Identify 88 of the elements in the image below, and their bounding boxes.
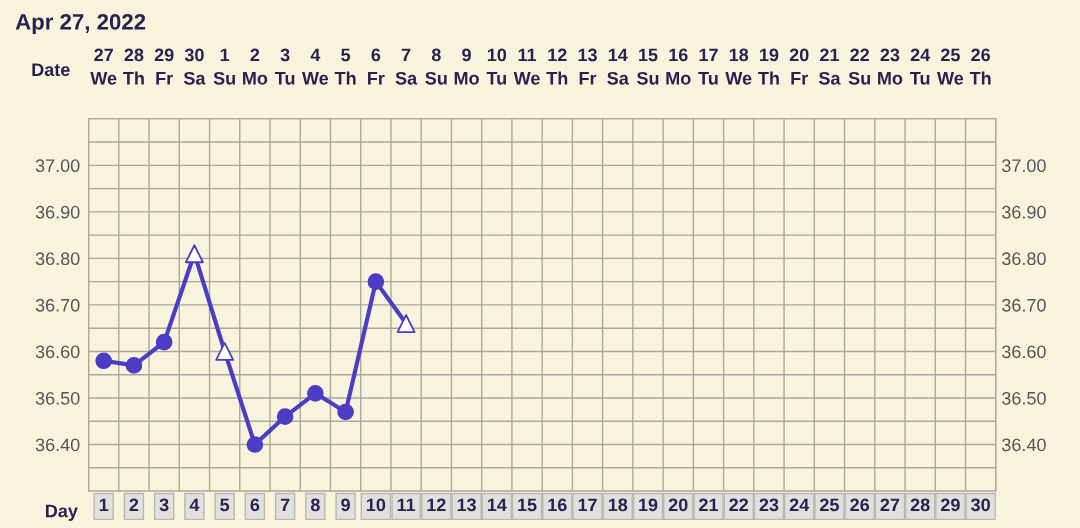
x-axis-title: Day bbox=[45, 504, 78, 521]
point bbox=[215, 342, 235, 361]
text: 18 We bbox=[725, 48, 752, 85]
y2-tick-label: 37.00 bbox=[1002, 159, 1046, 173]
x-tick-label: 15 bbox=[518, 498, 537, 512]
text: 14 Sa bbox=[607, 48, 629, 85]
y2-tick-label: 36.70 bbox=[1002, 298, 1046, 312]
point bbox=[396, 314, 416, 333]
text: 3 Tu bbox=[274, 48, 295, 85]
x-tick-label: 1 bbox=[99, 498, 109, 512]
y-tick-label: 36.60 bbox=[35, 345, 80, 359]
text: 6 Fr bbox=[368, 48, 385, 85]
y2-tick-label: 36.40 bbox=[1002, 438, 1046, 452]
x-tick-label: 26 bbox=[850, 498, 870, 512]
x-tick-label: 2 bbox=[129, 498, 139, 512]
text: 20 Fr bbox=[789, 48, 809, 85]
x-tick-label: 9 bbox=[341, 498, 350, 512]
text: 16 Mo bbox=[666, 48, 691, 85]
point bbox=[367, 273, 385, 290]
point bbox=[95, 352, 112, 370]
text: 24 Tu bbox=[910, 48, 931, 85]
text: 15 Su bbox=[636, 48, 659, 85]
x-tick-label: 24 bbox=[789, 498, 810, 512]
y-tick-label: 36.50 bbox=[35, 391, 80, 405]
text: 22 Su bbox=[848, 48, 871, 85]
text: 26 Th bbox=[969, 48, 991, 85]
text: 7 Sa bbox=[395, 48, 418, 85]
text: 12 Th bbox=[546, 48, 568, 85]
point bbox=[246, 436, 264, 453]
text: 23 Mo bbox=[878, 48, 903, 85]
x-tick-label: 12 bbox=[427, 498, 446, 512]
x2-axis-title: Date bbox=[32, 63, 70, 77]
x-tick-label: 29 bbox=[940, 498, 960, 512]
text: 25 We bbox=[937, 48, 964, 85]
x-tick-label: 19 bbox=[639, 498, 658, 512]
x-tick-label: 4 bbox=[189, 498, 200, 512]
x-tick-label: 8 bbox=[310, 498, 320, 512]
x-tick-label: 16 bbox=[548, 498, 567, 512]
x-tick-label: 28 bbox=[910, 498, 930, 512]
x-tick-label: 22 bbox=[729, 498, 749, 512]
x-tick-label: 3 bbox=[159, 498, 169, 512]
point bbox=[184, 244, 204, 264]
text: 10 Tu bbox=[486, 48, 507, 85]
y-tick-label: 36.70 bbox=[35, 298, 80, 312]
y-tick-label: 36.90 bbox=[35, 205, 80, 219]
y-tick-label: 37.00 bbox=[35, 159, 80, 173]
x-tick-label: 23 bbox=[759, 498, 779, 512]
y2-tick-label: 36.50 bbox=[1002, 391, 1046, 405]
text: 21 Sa bbox=[818, 48, 841, 85]
text: 13 Fr bbox=[578, 48, 597, 85]
point bbox=[337, 403, 354, 421]
text: 2 Mo bbox=[243, 48, 268, 85]
x-tick-label: 10 bbox=[366, 498, 386, 512]
x-tick-label: 6 bbox=[250, 498, 260, 512]
text: 30 Sa bbox=[183, 48, 206, 85]
text: 5 Th bbox=[334, 48, 356, 85]
text: 28 Th bbox=[123, 48, 144, 85]
x-tick-label: 18 bbox=[608, 498, 628, 512]
x-tick-label: 27 bbox=[880, 498, 900, 512]
text: 4 We bbox=[301, 48, 329, 85]
text: 19 Th bbox=[758, 48, 779, 85]
text: 29 Fr bbox=[154, 48, 174, 85]
y2-tick-label: 36.90 bbox=[1002, 205, 1046, 219]
chart-title: Apr 27, 2022 bbox=[15, 13, 146, 35]
text: 17 Tu bbox=[698, 48, 718, 85]
y-tick-label: 36.80 bbox=[35, 252, 80, 266]
point bbox=[276, 408, 294, 425]
x-tick-label: 13 bbox=[457, 498, 476, 512]
x-tick-label: 25 bbox=[820, 498, 839, 512]
text: 9 Mo bbox=[454, 48, 479, 85]
x-tick-label: 30 bbox=[971, 498, 990, 512]
text: 8 Su bbox=[425, 48, 447, 85]
text: 11 We bbox=[513, 48, 540, 85]
y-tick-label: 36.40 bbox=[35, 438, 80, 452]
x-tick-label: 11 bbox=[397, 498, 416, 512]
point bbox=[125, 357, 143, 374]
point bbox=[307, 385, 324, 402]
x-tick-label: 17 bbox=[578, 498, 597, 512]
x-tick-label: 14 bbox=[487, 498, 507, 512]
y2-tick-label: 36.80 bbox=[1002, 252, 1046, 266]
text: 27 We bbox=[90, 48, 117, 85]
x-tick-label: 20 bbox=[668, 498, 688, 512]
x-tick-label: 21 bbox=[699, 498, 719, 512]
y2-tick-label: 36.60 bbox=[1002, 345, 1046, 359]
point bbox=[155, 333, 173, 351]
x-tick-label: 5 bbox=[220, 498, 230, 512]
text: 1 Su bbox=[213, 48, 235, 85]
x-tick-label: 7 bbox=[280, 498, 290, 512]
